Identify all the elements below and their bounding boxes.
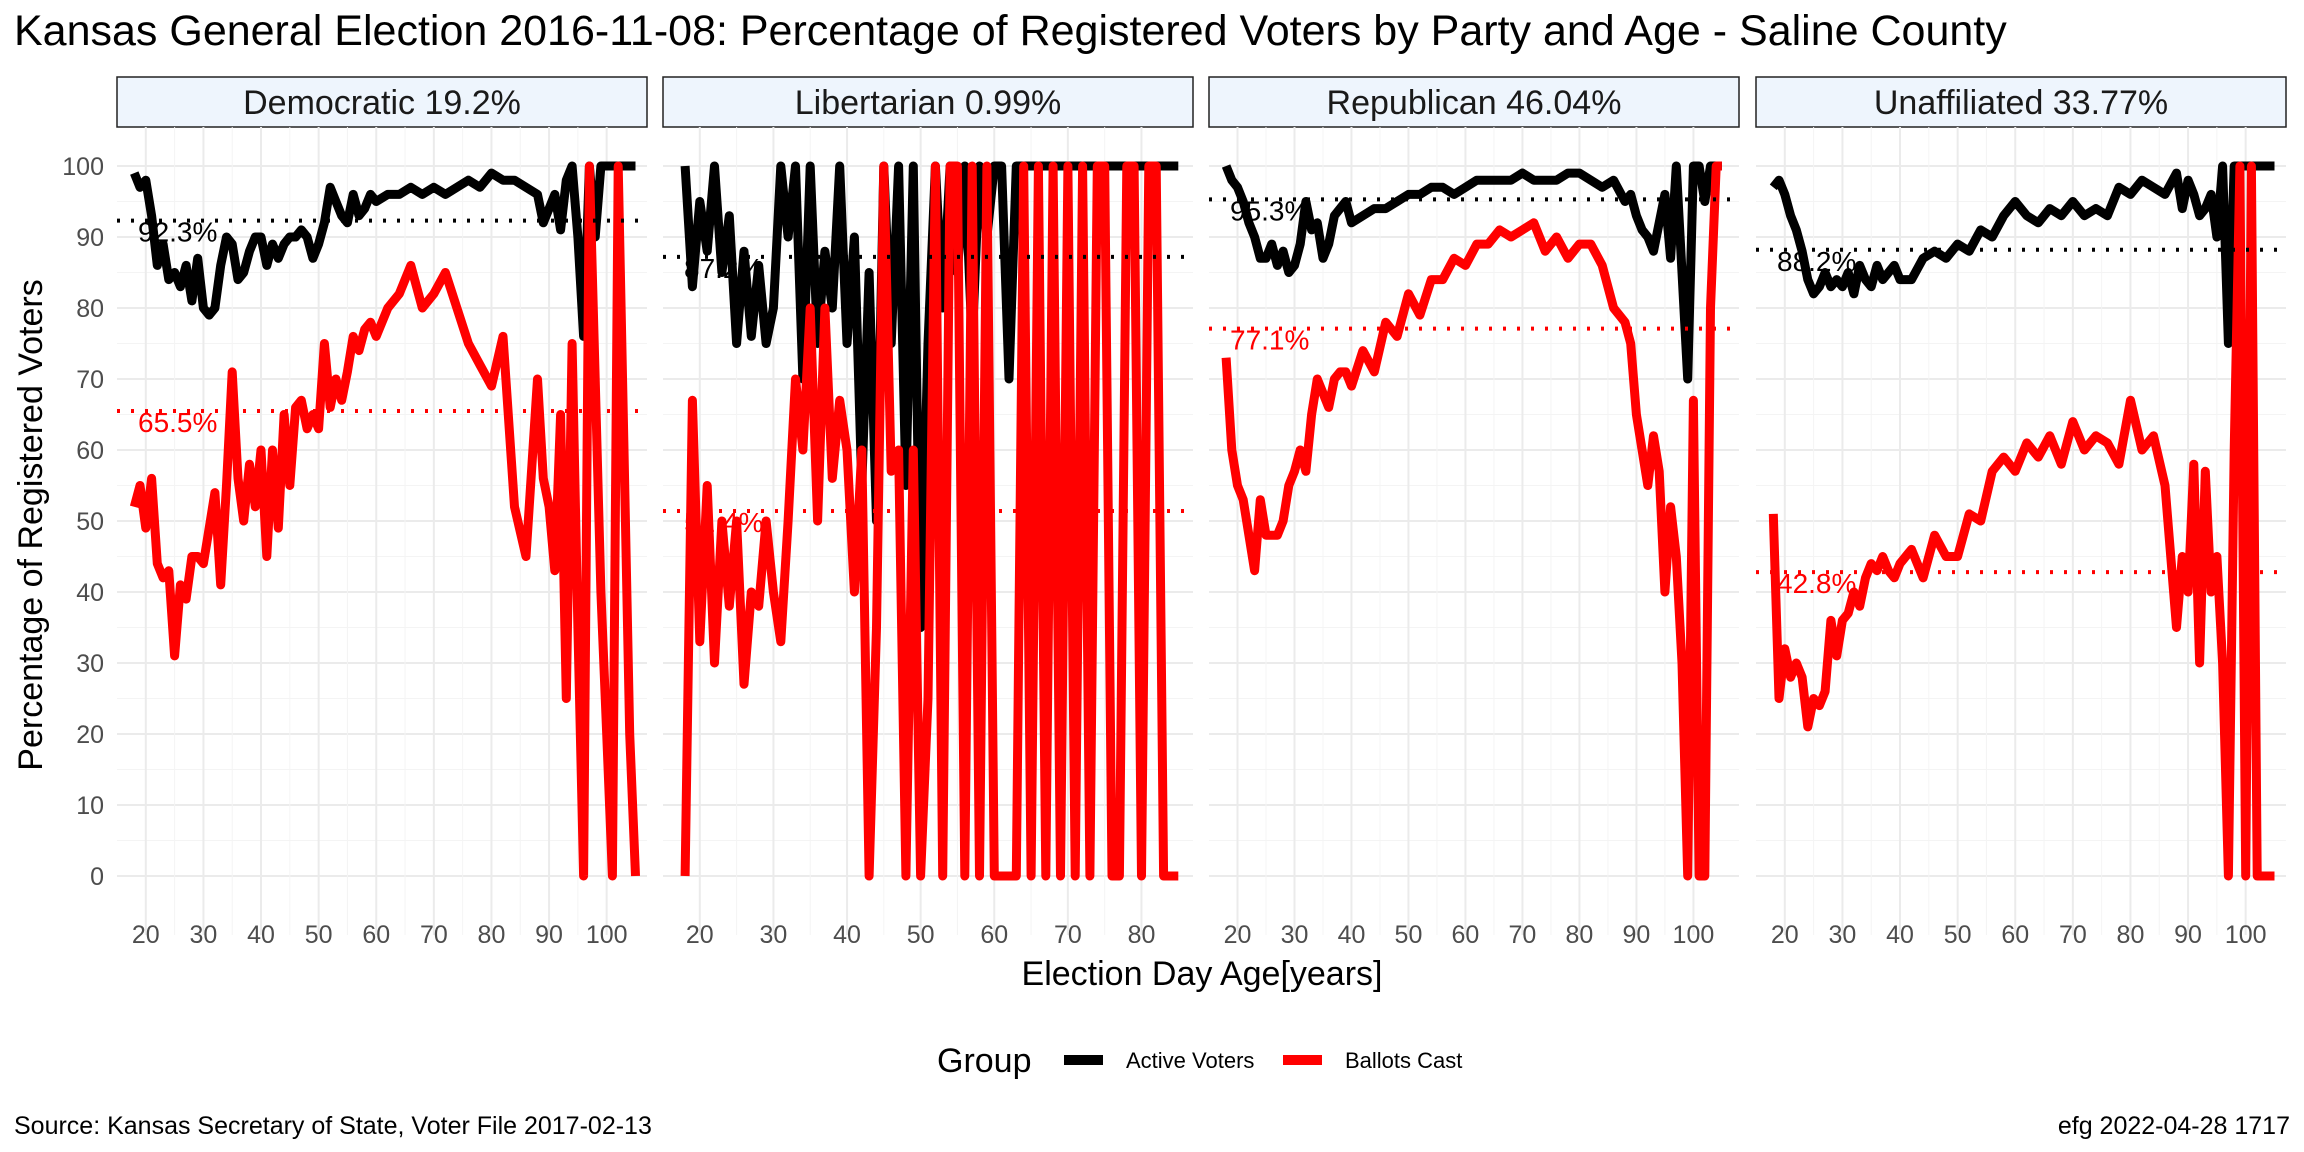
strip-label: Libertarian 0.99% — [795, 84, 1062, 122]
series-line-ballots-cast — [1768, 161, 2275, 881]
strip-background — [1208, 76, 1740, 128]
x-tick-label: 20 — [1224, 921, 1252, 949]
x-tick-label: 70 — [420, 921, 448, 949]
x-tick-label: 80 — [1566, 921, 1594, 949]
x-tick-label: 20 — [132, 921, 160, 949]
strip-background — [116, 76, 648, 128]
x-tick-label: 100 — [1673, 921, 1715, 949]
x-tick-label: 70 — [1054, 921, 1082, 949]
legend-title: Group — [937, 1042, 1032, 1080]
strip-background — [662, 76, 1194, 128]
x-tick-label: 40 — [833, 921, 861, 949]
chart-title: Kansas General Election 2016-11-08: Perc… — [14, 7, 2007, 55]
strip-label: Democratic 19.2% — [243, 84, 521, 122]
x-tick-label: 50 — [1944, 921, 1972, 949]
y-tick-label: 50 — [76, 508, 104, 536]
y-tick-label: 40 — [76, 579, 104, 607]
y-tick-label: 60 — [76, 437, 104, 465]
x-tick-label: 50 — [305, 921, 333, 949]
x-tick-label: 50 — [1395, 921, 1423, 949]
strip-label: Republican 46.04% — [1327, 84, 1622, 122]
series-line-active-voters — [130, 161, 636, 341]
x-tick-label: 90 — [535, 921, 563, 949]
reference-label-active-voters: 88.2% — [1777, 246, 1856, 277]
x-tick-label: 90 — [2174, 921, 2202, 949]
y-tick-label: 10 — [76, 792, 104, 820]
reference-label-active-voters: 95.3% — [1230, 195, 1309, 226]
y-tick-label: 70 — [76, 366, 104, 394]
x-tick-label: 30 — [1829, 921, 1857, 949]
reference-label-active-voters: 92.3% — [138, 217, 217, 248]
legend: Group Active Voters Ballots Cast — [937, 1042, 1462, 1080]
caption-source: Source: Kansas Secretary of State, Voter… — [14, 1112, 652, 1140]
panel-democratic: Democratic 19.2% 20 30 40 50 60 70 80 90 100 92.3… — [116, 76, 648, 949]
x-tick-label: 60 — [980, 921, 1008, 949]
x-tick-label: 80 — [1128, 921, 1156, 949]
x-tick-label: 30 — [190, 921, 218, 949]
plot-area: 20 30 40 50 60 70 80 90 100 95.3% 77.1% — [1209, 127, 1739, 949]
x-tick-label: 60 — [2001, 921, 2029, 949]
x-tick-label: 70 — [1509, 921, 1537, 949]
legend-label-ballots: Ballots Cast — [1345, 1048, 1462, 1073]
strip-background — [1755, 76, 2287, 128]
x-tick-label: 90 — [1623, 921, 1651, 949]
x-tick-label: 50 — [907, 921, 935, 949]
x-tick-label: 40 — [1338, 921, 1366, 949]
y-axis-title: Percentage of Registered Voters — [12, 279, 50, 770]
panel-republican: Republican 46.04% 20 30 40 50 60 70 80 90 100 95.… — [1208, 76, 1740, 949]
plot-area: 20 30 40 50 60 70 80 87.2% 51.4% — [663, 127, 1193, 949]
x-tick-label: 20 — [686, 921, 714, 949]
x-tick-label: 100 — [2225, 921, 2267, 949]
x-tick-label: 60 — [1452, 921, 1480, 949]
panel-unaffiliated: Unaffiliated 33.77% 20 30 40 50 60 70 80 90 100 8… — [1755, 76, 2287, 949]
reference-label-ballots-cast: 77.1% — [1230, 325, 1309, 356]
x-tick-label: 80 — [2117, 921, 2145, 949]
x-axis-title: Election Day Age[years] — [1022, 955, 1383, 993]
reference-label-ballots-cast: 51.4% — [684, 507, 763, 538]
x-tick-label: 20 — [1771, 921, 1799, 949]
series-line-ballots-cast — [1221, 161, 1722, 881]
y-axis: 0 10 20 30 40 50 60 70 80 90 100 — [62, 153, 104, 891]
x-tick-label: 100 — [586, 921, 628, 949]
y-tick-label: 30 — [76, 650, 104, 678]
x-tick-label: 40 — [247, 921, 275, 949]
reference-label-active-voters: 87.2% — [684, 253, 763, 284]
y-tick-label: 100 — [62, 153, 104, 181]
reference-label-ballots-cast: 42.8% — [1777, 568, 1856, 599]
series-line-ballots-cast — [129, 161, 640, 881]
x-tick-label: 40 — [1886, 921, 1914, 949]
x-tick-label: 30 — [1281, 921, 1309, 949]
series-line-active-voters — [1221, 161, 1722, 384]
reference-label-ballots-cast: 65.5% — [138, 407, 217, 438]
y-tick-label: 90 — [76, 224, 104, 252]
x-tick-label: 80 — [478, 921, 506, 949]
y-tick-label: 0 — [90, 863, 104, 891]
y-tick-label: 20 — [76, 721, 104, 749]
legend-label-active: Active Voters — [1126, 1048, 1254, 1073]
x-tick-label: 30 — [760, 921, 788, 949]
series-line-active-voters — [1769, 161, 2275, 348]
y-tick-label: 80 — [76, 295, 104, 323]
plot-area: 20 30 40 50 60 70 80 90 100 88.2% 42.8% — [1756, 127, 2286, 949]
series-line-ballots-cast — [680, 161, 1179, 881]
caption-credit: efg 2022-04-28 1717 — [2058, 1112, 2290, 1140]
x-tick-label: 70 — [2059, 921, 2087, 949]
panel-libertarian: Libertarian 0.99% 20 30 40 50 60 70 80 87.2% 51.… — [662, 76, 1194, 949]
strip-label: Unaffiliated 33.77% — [1874, 84, 2168, 122]
plot-area: 20 30 40 50 60 70 80 90 100 92.3% 65.5% — [117, 127, 647, 949]
x-tick-label: 60 — [362, 921, 390, 949]
